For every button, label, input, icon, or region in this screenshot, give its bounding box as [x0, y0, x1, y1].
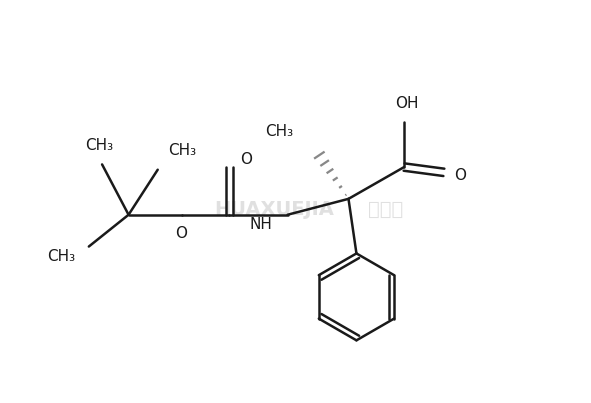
Text: CH₃: CH₃ — [168, 143, 196, 158]
Text: O: O — [176, 226, 187, 241]
Text: CH₃: CH₃ — [85, 138, 113, 153]
Text: CH₃: CH₃ — [265, 125, 293, 139]
Text: HUAXUEJIA: HUAXUEJIA — [215, 200, 335, 219]
Text: O: O — [454, 168, 466, 183]
Text: NH: NH — [250, 217, 272, 232]
Text: O: O — [240, 152, 252, 166]
Text: OH: OH — [395, 96, 418, 111]
Text: 化学加: 化学加 — [368, 200, 403, 219]
Text: CH₃: CH₃ — [47, 249, 76, 264]
